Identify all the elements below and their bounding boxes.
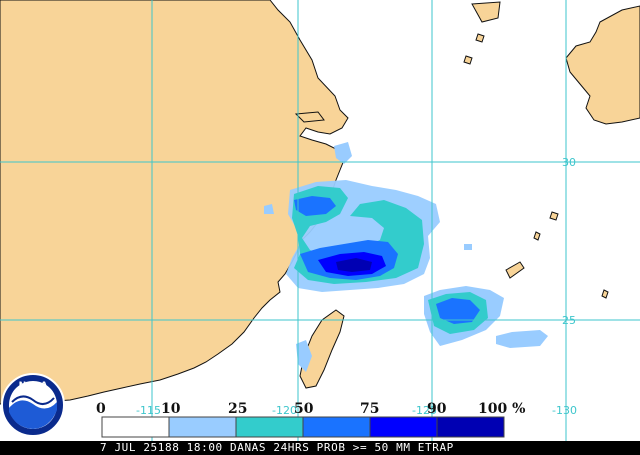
noaa-logo-icon: NOAA <box>1 373 65 437</box>
probability-legend: 0 10 25 50 75 90 100 % <box>96 401 525 438</box>
product-footer: 7 JUL 25188 18:00 DANAS 24HRS PROB >= 50… <box>0 441 640 455</box>
legend-swatch-50-75 <box>302 416 371 438</box>
legend-swatch-10-25 <box>168 416 237 438</box>
graticule <box>0 0 640 441</box>
product-caption: 7 JUL 25188 18:00 DANAS 24HRS PROB >= 50… <box>100 441 454 454</box>
legend-swatch-0-10 <box>101 416 170 438</box>
legend-swatch-75-90 <box>369 416 438 438</box>
legend-label-50: 50 <box>294 401 314 417</box>
lon-label-115: -115 <box>136 404 161 417</box>
prob-50-region <box>436 298 480 324</box>
legend-label-25: 25 <box>228 401 247 417</box>
legend-label-10: 10 <box>161 401 181 417</box>
prob-10-region <box>496 330 548 348</box>
small-islands <box>294 1 609 299</box>
lon-label-130: -130 <box>552 404 577 417</box>
prob-10-region <box>464 244 472 250</box>
legend-label-100: 100 % <box>478 401 525 417</box>
lon-label-120: -120 <box>272 404 297 417</box>
prob-90-region <box>336 258 372 272</box>
noaa-logo-text: NOAA <box>19 381 48 391</box>
lat-label-30: 30 <box>562 156 576 169</box>
legend-label-75: 75 <box>360 401 379 417</box>
taiwan <box>299 309 345 389</box>
kyushu-japan <box>565 5 640 125</box>
lon-label-125: -125 <box>412 404 437 417</box>
legend-label-0: 0 <box>96 401 106 417</box>
prob-50-region <box>294 196 336 216</box>
lat-label-25: 25 <box>562 314 576 327</box>
prob-10-region <box>264 204 274 214</box>
legend-swatch-90-100 <box>436 416 505 438</box>
legend-swatch-25-50 <box>235 416 304 438</box>
prob-10-region <box>334 142 352 164</box>
probability-regions <box>264 142 548 372</box>
legend-label-90: 90 <box>427 401 447 417</box>
prob-10-region <box>296 340 312 372</box>
